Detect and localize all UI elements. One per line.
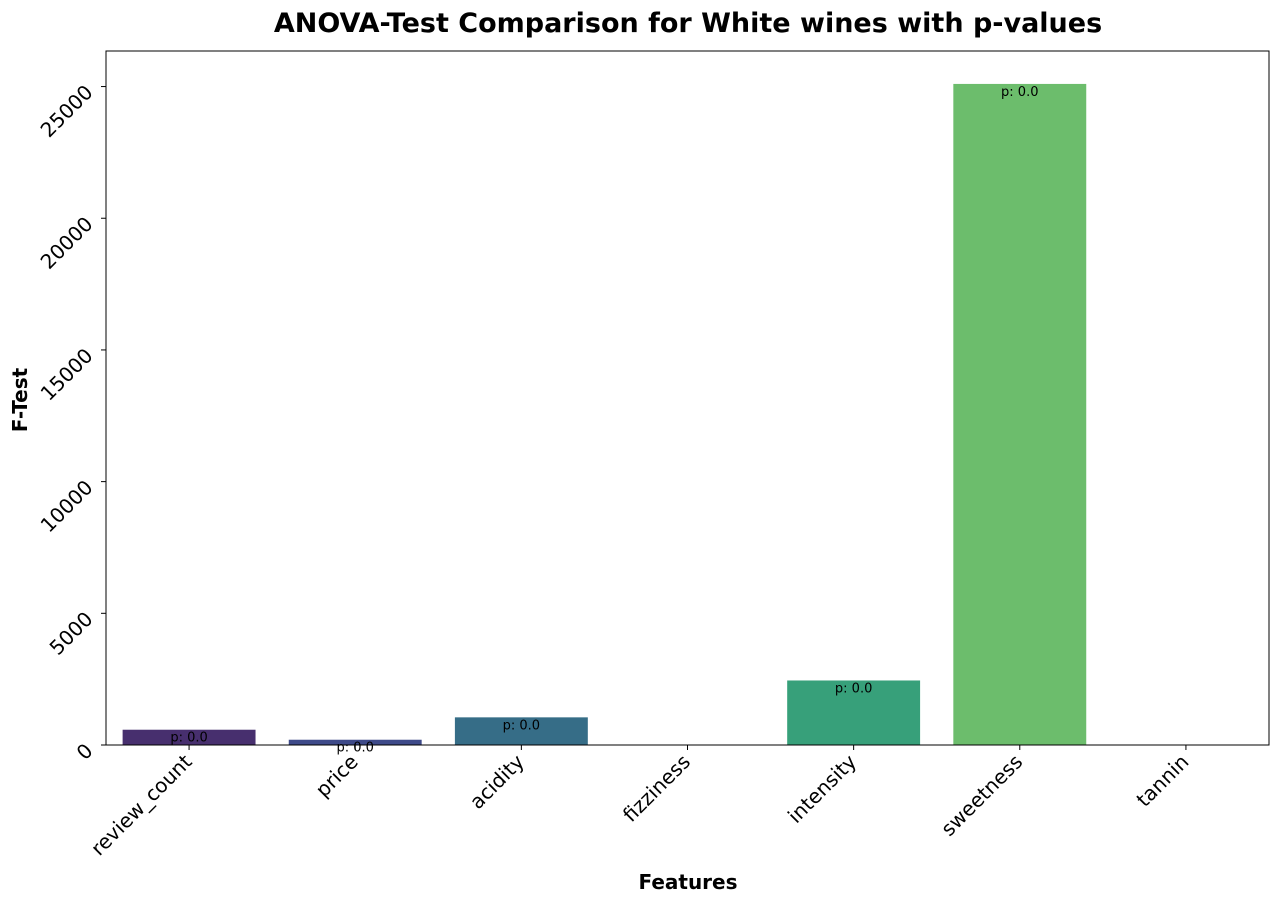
y-tick-label-20000: 20000 [36, 212, 98, 274]
x-tick-label-intensity: intensity [783, 749, 861, 827]
y-tick-label-25000: 25000 [36, 80, 98, 142]
data-label-review_count: p: 0.0 [170, 731, 207, 746]
x-axis: review_count price acidity fizziness intensi… [86, 745, 1193, 860]
data-label-acidity: p: 0.0 [503, 718, 540, 733]
y-tick-label-0: 0 [72, 739, 98, 765]
data-label-sweetness: p: 0.0 [1001, 85, 1038, 100]
y-tick-label-10000: 10000 [36, 475, 98, 537]
bar-sweetness [953, 83, 1087, 746]
x-tick-label-review_count: review_count [86, 749, 197, 860]
bar-acidity [454, 717, 588, 745]
plot-frame [105, 50, 1270, 746]
x-tick-label-acidity: acidity [465, 749, 529, 813]
bar-review_count [122, 729, 256, 745]
y-axis-label: F-Test [8, 367, 32, 432]
x-tick-label-sweetness: sweetness [936, 750, 1027, 841]
bars [122, 83, 1087, 746]
x-tick-label-tannin: tannin [1131, 750, 1193, 812]
bar-price [288, 739, 422, 745]
chart-title: ANOVA-Test Comparison for White wines wi… [274, 8, 1102, 39]
x-tick-label-fizziness: fizziness [618, 750, 695, 827]
y-tick-label-15000: 15000 [36, 343, 98, 405]
data-label-intensity: p: 0.0 [835, 681, 872, 696]
data-labels: p: 0.0p: 0.0p: 0.0p: 0.0p: 0.0 [170, 85, 1038, 756]
y-tick-label-5000: 5000 [45, 607, 98, 660]
x-axis-label: Features [638, 870, 737, 894]
x-tick-label-price: price [311, 750, 363, 802]
y-axis: 0 5000 10000 15000 20000 25000 [36, 80, 106, 765]
bar-intensity [787, 680, 921, 745]
